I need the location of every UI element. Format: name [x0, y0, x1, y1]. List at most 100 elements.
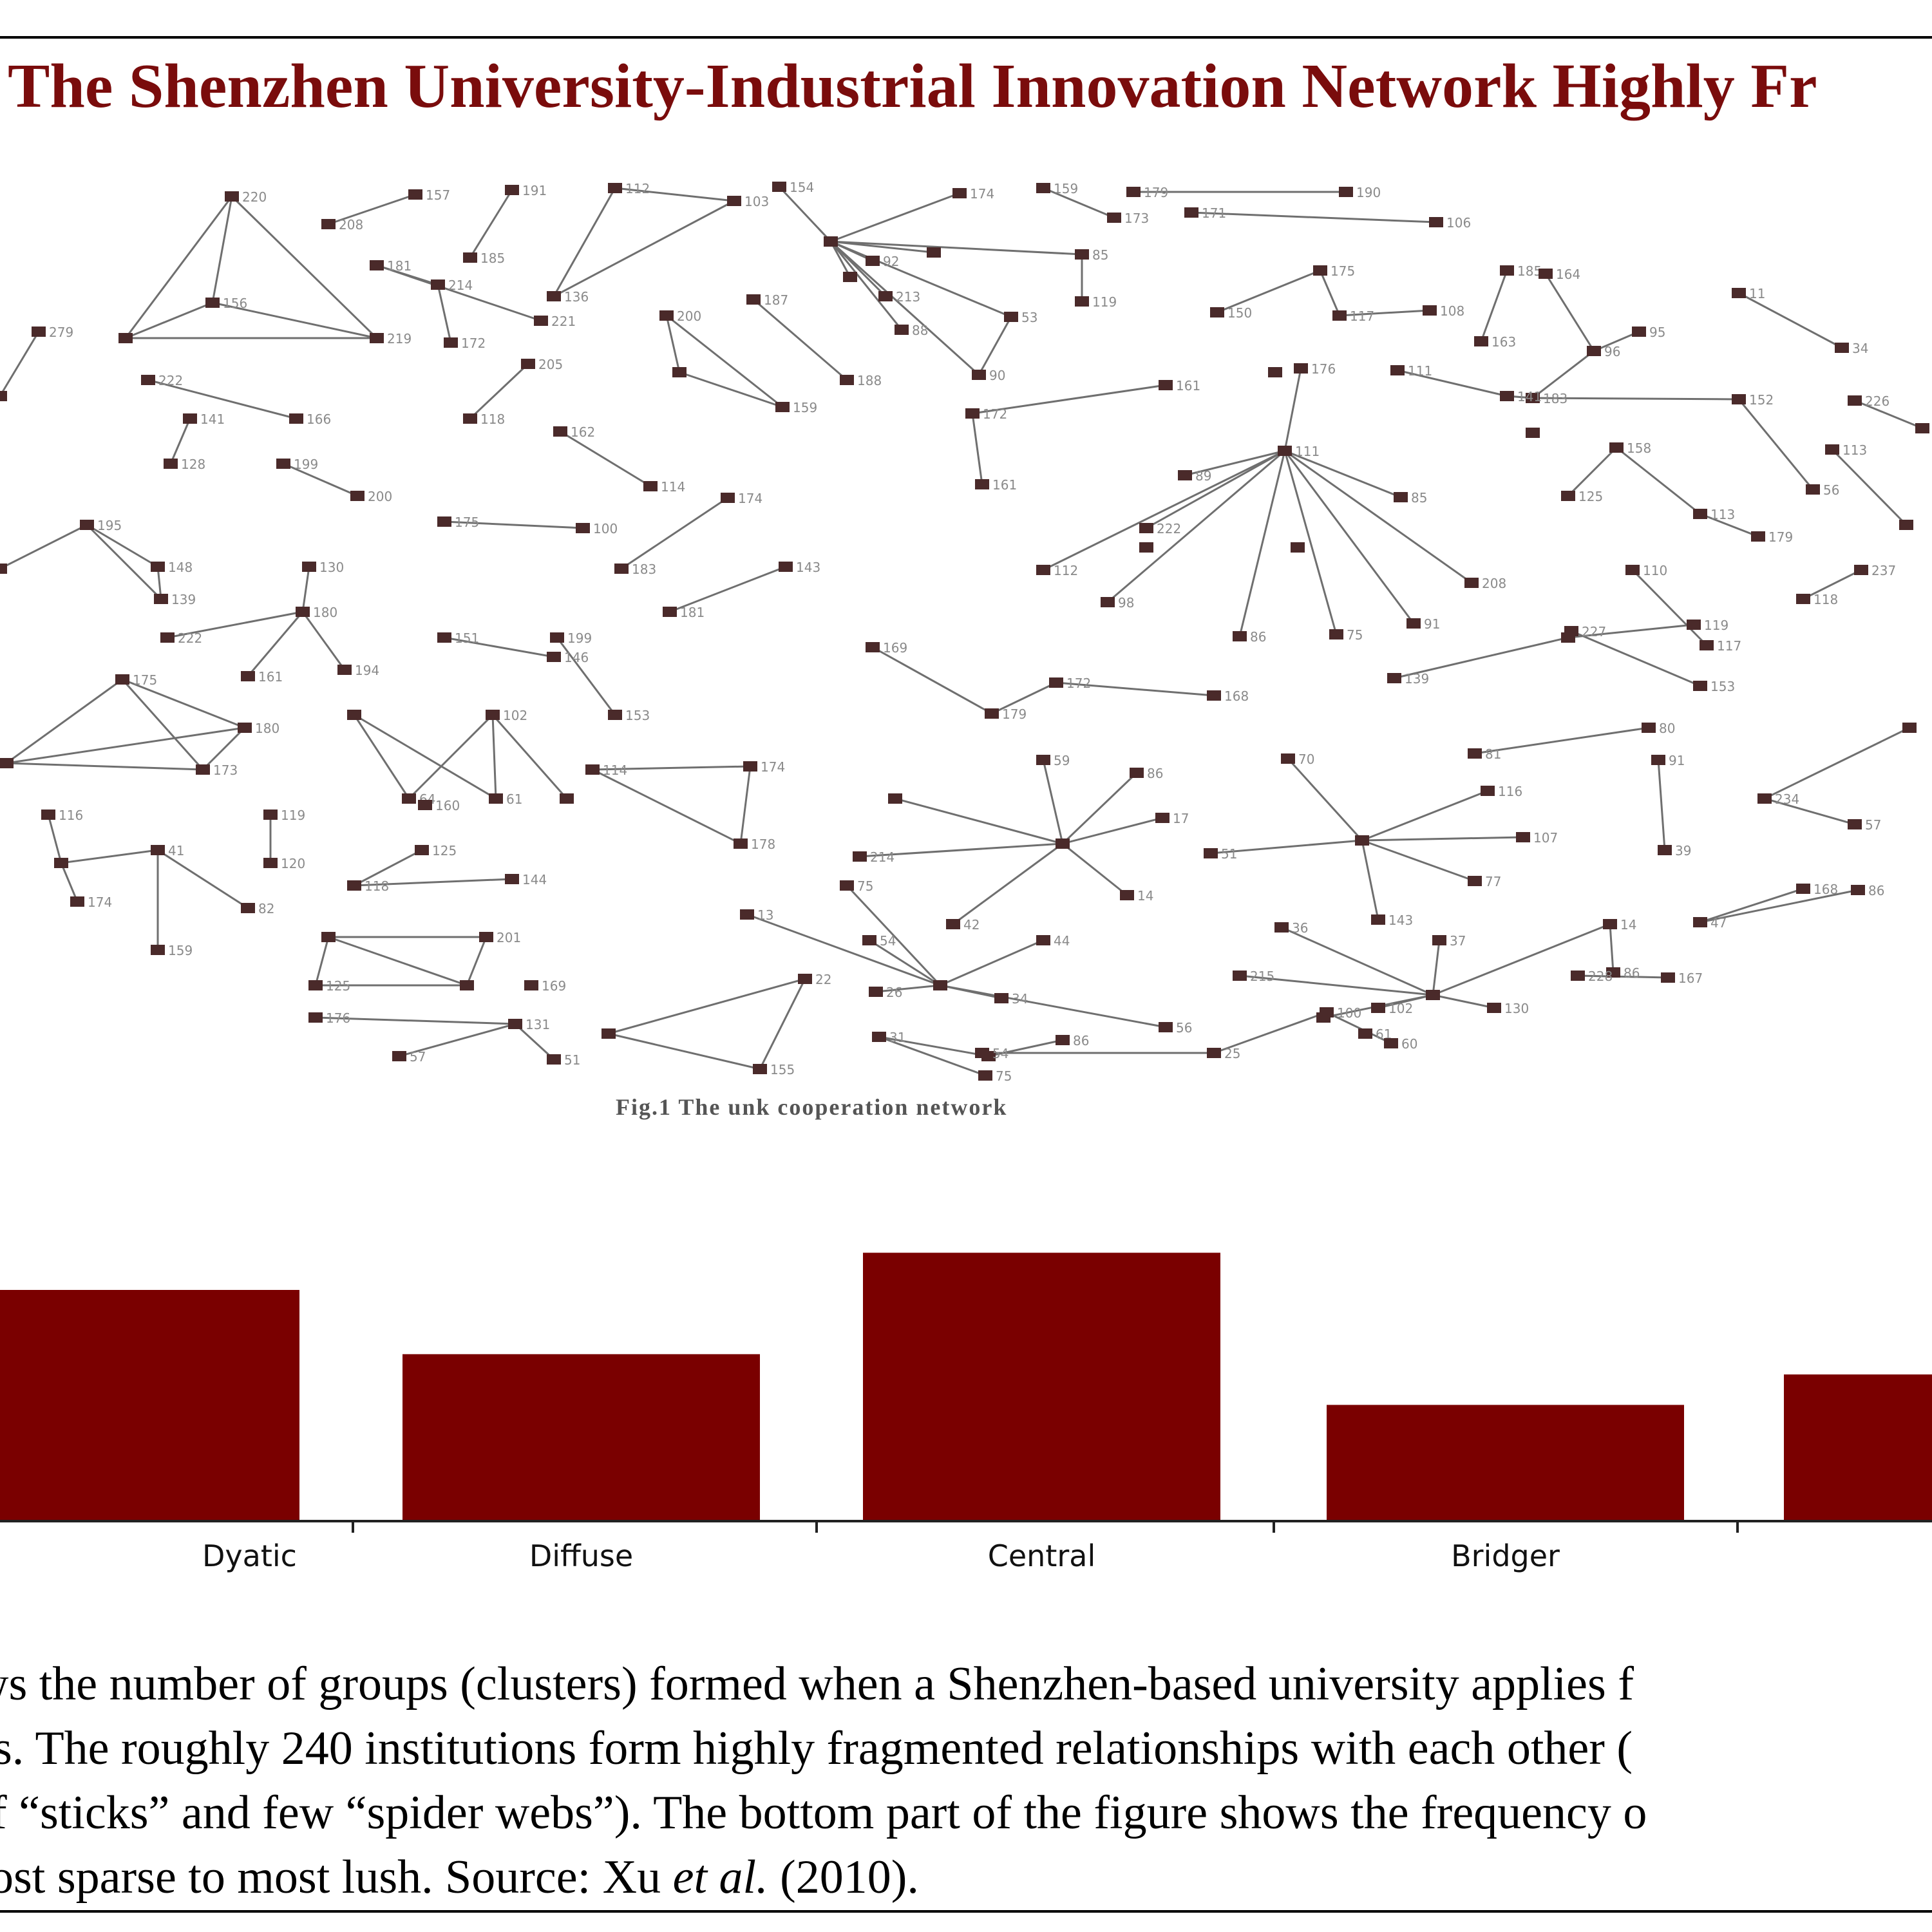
network-edge — [1571, 630, 1701, 687]
node-label: 37 — [1450, 933, 1466, 949]
node-label: 234 — [1775, 791, 1799, 807]
network-node — [505, 185, 519, 195]
network-edge — [491, 714, 497, 799]
network-edge — [621, 497, 728, 570]
network-node — [1526, 428, 1540, 438]
network-node — [1625, 565, 1640, 575]
network-node — [80, 520, 94, 530]
network-node — [1693, 917, 1707, 927]
network-edge — [122, 678, 245, 729]
network-node — [721, 493, 735, 503]
network-edge — [872, 646, 992, 715]
network-node — [1233, 631, 1247, 641]
network-node — [508, 1019, 522, 1029]
network-node — [408, 189, 422, 200]
node-label: 171 — [1202, 205, 1226, 221]
network-node — [1835, 343, 1849, 353]
node-label: 188 — [857, 373, 882, 388]
network-node — [643, 481, 658, 491]
network-node — [547, 1054, 561, 1065]
network-edge — [6, 726, 245, 764]
network-node — [1159, 380, 1173, 390]
network-node — [1210, 307, 1224, 317]
network-edge — [169, 418, 191, 464]
network-node — [878, 291, 893, 301]
network-node — [289, 413, 303, 424]
network-node — [241, 903, 255, 913]
network-edge — [247, 611, 304, 677]
node-label: 162 — [571, 424, 595, 440]
network-node — [1796, 594, 1810, 604]
network-node — [734, 838, 748, 849]
node-label: 75 — [857, 878, 873, 894]
network-node — [1358, 1028, 1372, 1039]
node-label: 60 — [1401, 1036, 1417, 1052]
node-label: 187 — [764, 292, 788, 308]
network-edge — [829, 241, 903, 330]
network-edge — [1700, 889, 1859, 923]
node-label: 157 — [426, 187, 450, 203]
node-label: 152 — [1749, 392, 1774, 408]
node-label: 59 — [1054, 753, 1070, 768]
network-node — [862, 935, 876, 945]
network-edge — [875, 984, 941, 993]
network-edge — [556, 637, 616, 715]
network-node — [1139, 523, 1153, 533]
network-node — [505, 874, 519, 884]
node-label: 117 — [1350, 308, 1374, 324]
network-edge — [301, 566, 310, 612]
network-node — [866, 256, 880, 266]
node-label: 130 — [319, 560, 344, 575]
network-node — [1075, 249, 1089, 260]
network-edge — [314, 936, 330, 986]
node-label: 17 — [1173, 811, 1189, 826]
network-node — [350, 491, 365, 501]
network-edge — [354, 878, 513, 887]
network-node — [1516, 832, 1530, 842]
network-edge — [1326, 1011, 1392, 1045]
description-text: ost sparse to most lush. Source: Xu — [0, 1851, 673, 1904]
figure-description: ws the number of groups (clusters) forme… — [0, 1652, 1932, 1909]
network-edge — [1061, 772, 1138, 845]
network-node — [1561, 632, 1575, 643]
network-node — [547, 291, 561, 301]
node-label: 181 — [387, 258, 412, 274]
network-edge — [739, 766, 752, 844]
network-node — [160, 632, 175, 643]
node-label: 183 — [1543, 391, 1567, 406]
network-node — [524, 980, 538, 990]
node-label: 111 — [1408, 363, 1432, 379]
node-label: 25 — [1224, 1046, 1240, 1061]
node-label: 174 — [761, 759, 785, 775]
network-edge — [1764, 797, 1855, 826]
network-node — [0, 564, 7, 574]
network-node — [347, 710, 361, 720]
network-node — [183, 413, 197, 424]
network-node — [1561, 491, 1575, 501]
node-label: 14 — [1620, 917, 1636, 933]
node-label: 111 — [1295, 444, 1320, 459]
network-caption: Fig.1 The unk cooperation network — [616, 1094, 1008, 1120]
node-label: 118 — [480, 412, 505, 427]
node-label: 194 — [355, 663, 379, 678]
network-node — [437, 632, 451, 643]
network-node — [866, 642, 880, 652]
network-edge — [978, 316, 1012, 375]
node-label: 146 — [564, 650, 589, 665]
network-edge — [1532, 397, 1739, 401]
network-edge — [1213, 1011, 1327, 1054]
network-edge — [231, 195, 378, 339]
network-edge — [437, 284, 452, 343]
network-node — [1848, 819, 1862, 829]
network-edge — [1567, 446, 1618, 497]
network-node — [370, 260, 384, 270]
network-node — [1274, 922, 1289, 933]
network-node — [1107, 213, 1121, 223]
node-label: 151 — [455, 630, 479, 646]
network-edge — [592, 765, 751, 771]
citation-etal: et al. — [672, 1851, 768, 1904]
x-tick-label: Diffuse — [529, 1539, 633, 1573]
node-label: 161 — [258, 669, 283, 685]
network-edge — [1567, 623, 1694, 639]
network-edge — [1394, 636, 1569, 679]
